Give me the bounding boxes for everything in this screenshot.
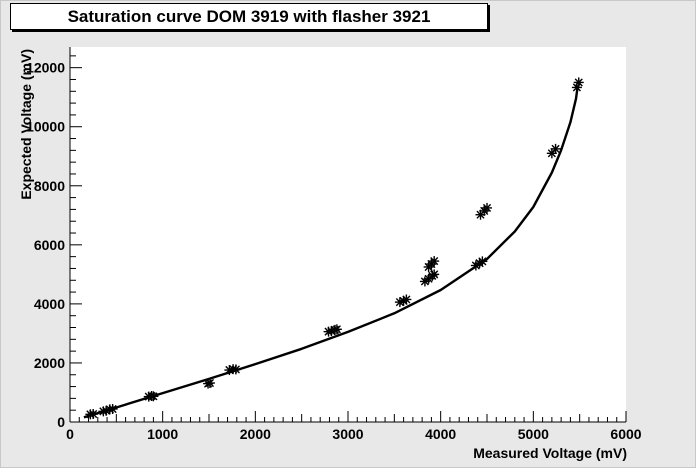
data-point (477, 256, 488, 267)
x-tick-label: 6000 (610, 426, 641, 442)
y-axis-label: Expected Voltage (mV) (18, 49, 34, 200)
y-tick-label: 4000 (34, 296, 65, 312)
data-point (204, 378, 215, 389)
y-tick-label: 10000 (26, 119, 65, 135)
y-tick-label: 12000 (26, 60, 65, 76)
chart-title-box: Saturation curve DOM 3919 with flasher 3… (10, 3, 488, 30)
fit-curve-group (83, 85, 579, 419)
x-tick-label: 2000 (240, 426, 271, 442)
data-point (550, 143, 561, 154)
data-point (331, 324, 342, 335)
x-tick-label: 3000 (332, 426, 363, 442)
y-tick-label: 2000 (34, 355, 65, 371)
data-point (107, 404, 118, 415)
data-point (429, 269, 440, 280)
chart-title: Saturation curve DOM 3919 with flasher 3… (67, 6, 431, 26)
data-point (230, 364, 241, 375)
data-point (474, 258, 485, 269)
fit-curve (83, 85, 579, 419)
x-axis-label: Measured Voltage (mV) (473, 445, 627, 461)
data-point (148, 391, 159, 402)
x-tick-label: 0 (66, 426, 74, 442)
data-point (571, 82, 582, 93)
axis-ticks (69, 55, 627, 423)
data-point (88, 409, 99, 420)
data-point (429, 256, 440, 267)
data-point (573, 77, 584, 88)
data-point (482, 202, 492, 213)
x-tick-label: 4000 (425, 426, 456, 442)
plot-area (70, 47, 626, 422)
y-tick-label: 8000 (34, 178, 65, 194)
tick-labels: 0 1000 2000 3000 4000 5000 6000 0 2000 4000 6000 80… (26, 60, 642, 442)
x-tick-label: 5000 (518, 426, 549, 442)
y-tick-label: 0 (57, 414, 65, 430)
data-point (401, 294, 412, 305)
data-points (85, 77, 584, 420)
x-tick-label: 1000 (147, 426, 178, 442)
y-tick-label: 6000 (34, 237, 65, 253)
